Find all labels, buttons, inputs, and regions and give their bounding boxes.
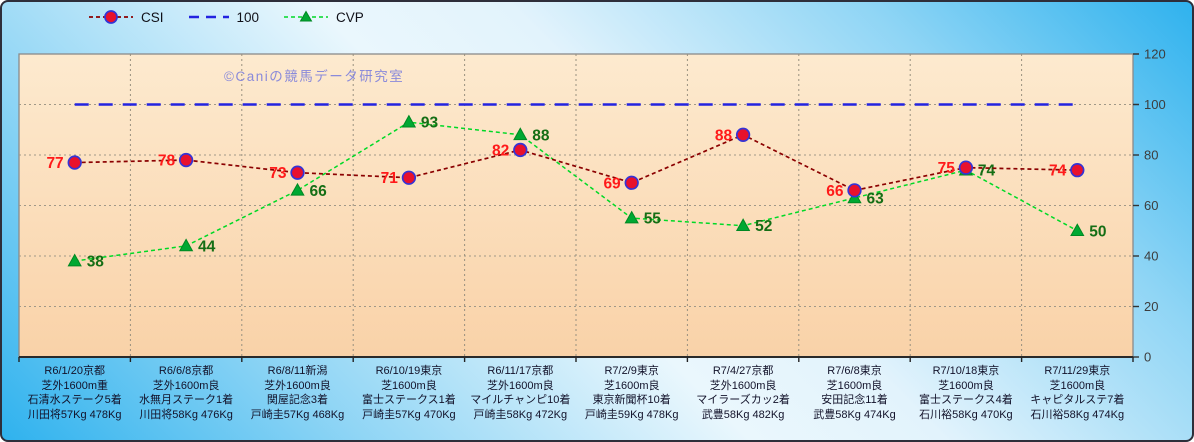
cvp-value-label: 44 — [198, 238, 216, 255]
x-category-label: R6/8/11新潟 芝外1600m良 関屋記念3着 戸崎圭57Kg 468Kg — [250, 365, 345, 421]
csi-value-label: 73 — [269, 165, 287, 182]
cvp-value-label: 66 — [310, 183, 328, 200]
y-axis-tick-label: 120 — [1144, 47, 1166, 62]
legend-item-cvp: CVP — [283, 9, 364, 25]
y-axis-tick-label: 40 — [1144, 249, 1158, 264]
x-axis-labels: R6/1/20京都 芝外1600m重 石清水ステーク5着 川田将57Kg 478… — [19, 364, 1133, 422]
x-category-label: R7/2/9東京 芝1600m良 東京新聞杯10着 戸崎圭59Kg 478Kg — [584, 365, 679, 421]
csi-point — [958, 160, 974, 175]
csi-point — [1070, 162, 1085, 178]
x-category-label: R7/10/18東京 芝1600m良 富士ステークス4着 石川裕58Kg 470… — [918, 365, 1013, 421]
csi-line — [74, 133, 1078, 192]
csi-point — [178, 152, 194, 168]
csi-point — [67, 155, 82, 170]
cvp-value-label: 74 — [978, 163, 996, 180]
y-axis-tick-label: 80 — [1144, 148, 1158, 163]
cvp-point — [178, 238, 194, 252]
csi-point — [401, 170, 417, 185]
csi-value-label: 88 — [715, 127, 733, 144]
cvp-line — [74, 121, 1078, 262]
legend-label-100: 100 — [236, 9, 260, 25]
csi-point — [735, 127, 751, 142]
cvp-value-label: 88 — [532, 127, 550, 144]
legend-label-cvp: CVP — [336, 9, 364, 25]
cvp-point — [401, 114, 417, 128]
ref-line-legend-swatch-icon — [188, 15, 229, 19]
csi-value-label: 78 — [158, 153, 176, 170]
y-axis-tick-label: 20 — [1144, 299, 1158, 314]
csi-value-label: 82 — [492, 142, 509, 159]
csi-point — [513, 142, 528, 158]
x-category-label: R6/6/8京都 芝外1600m良 水無月ステーク1着 川田将58Kg 476K… — [139, 365, 234, 421]
csi-point — [290, 165, 305, 180]
x-category-label: R7/11/29東京 芝1600m良 キャピタルステ7着 石川裕58Kg 474… — [1030, 365, 1125, 421]
cvp-point — [290, 182, 305, 196]
y-axis-tick-label: 0 — [1144, 350, 1151, 365]
legend-label-csi: CSI — [141, 9, 164, 25]
cvp-value-label: 52 — [755, 218, 772, 235]
cvp-point — [513, 127, 528, 141]
legend: CSI 100 CVP — [88, 9, 364, 25]
csi-value-label: 75 — [938, 160, 956, 177]
csi-value-label: 74 — [1049, 163, 1067, 180]
legend-item-100: 100 — [188, 9, 260, 25]
cvp-value-label: 50 — [1089, 223, 1106, 240]
cvp-point — [1070, 223, 1085, 237]
cvp-point — [735, 218, 751, 231]
csi-value-label: 77 — [46, 155, 63, 172]
cvp-value-label: 63 — [867, 190, 885, 207]
x-category-label: R7/4/27京都 芝外1600m良 マイラーズカッ2着 武豊58Kg 482K… — [696, 365, 790, 421]
csi-point — [624, 175, 639, 190]
cvp-value-label: 55 — [644, 211, 662, 228]
cvp-value-label: 93 — [421, 115, 439, 132]
csi-point — [847, 183, 862, 198]
csi-value-label: 69 — [603, 175, 621, 192]
cvp-point — [67, 253, 82, 267]
csi-legend-swatch-icon — [89, 10, 133, 24]
x-category-label: R6/1/20京都 芝外1600m重 石清水ステーク5着 川田将57Kg 478… — [27, 365, 122, 421]
x-category-label: R6/11/17京都 芝外1600m良 マイルチャンピ10着 戸崎圭58Kg 4… — [470, 365, 571, 421]
csi-value-label: 71 — [381, 170, 399, 187]
cvp-point — [624, 210, 639, 224]
x-category-label: R7/6/8東京 芝1600m良 安田記念11着 武豊58Kg 474Kg — [813, 365, 896, 421]
cvp-value-label: 38 — [87, 254, 105, 271]
watermark: ©Caniの競馬データ研究室 — [224, 68, 404, 84]
x-category-label: R6/10/19東京 芝1600m良 富士ステークス1着 戸崎圭57Kg 470… — [361, 365, 456, 421]
legend-item-csi: CSI — [88, 9, 164, 25]
y-axis-tick-label: 100 — [1144, 97, 1166, 112]
y-axis-tick-label: 60 — [1144, 198, 1158, 213]
cvp-legend-swatch-icon — [284, 10, 329, 22]
csi-value-label: 66 — [826, 183, 844, 200]
